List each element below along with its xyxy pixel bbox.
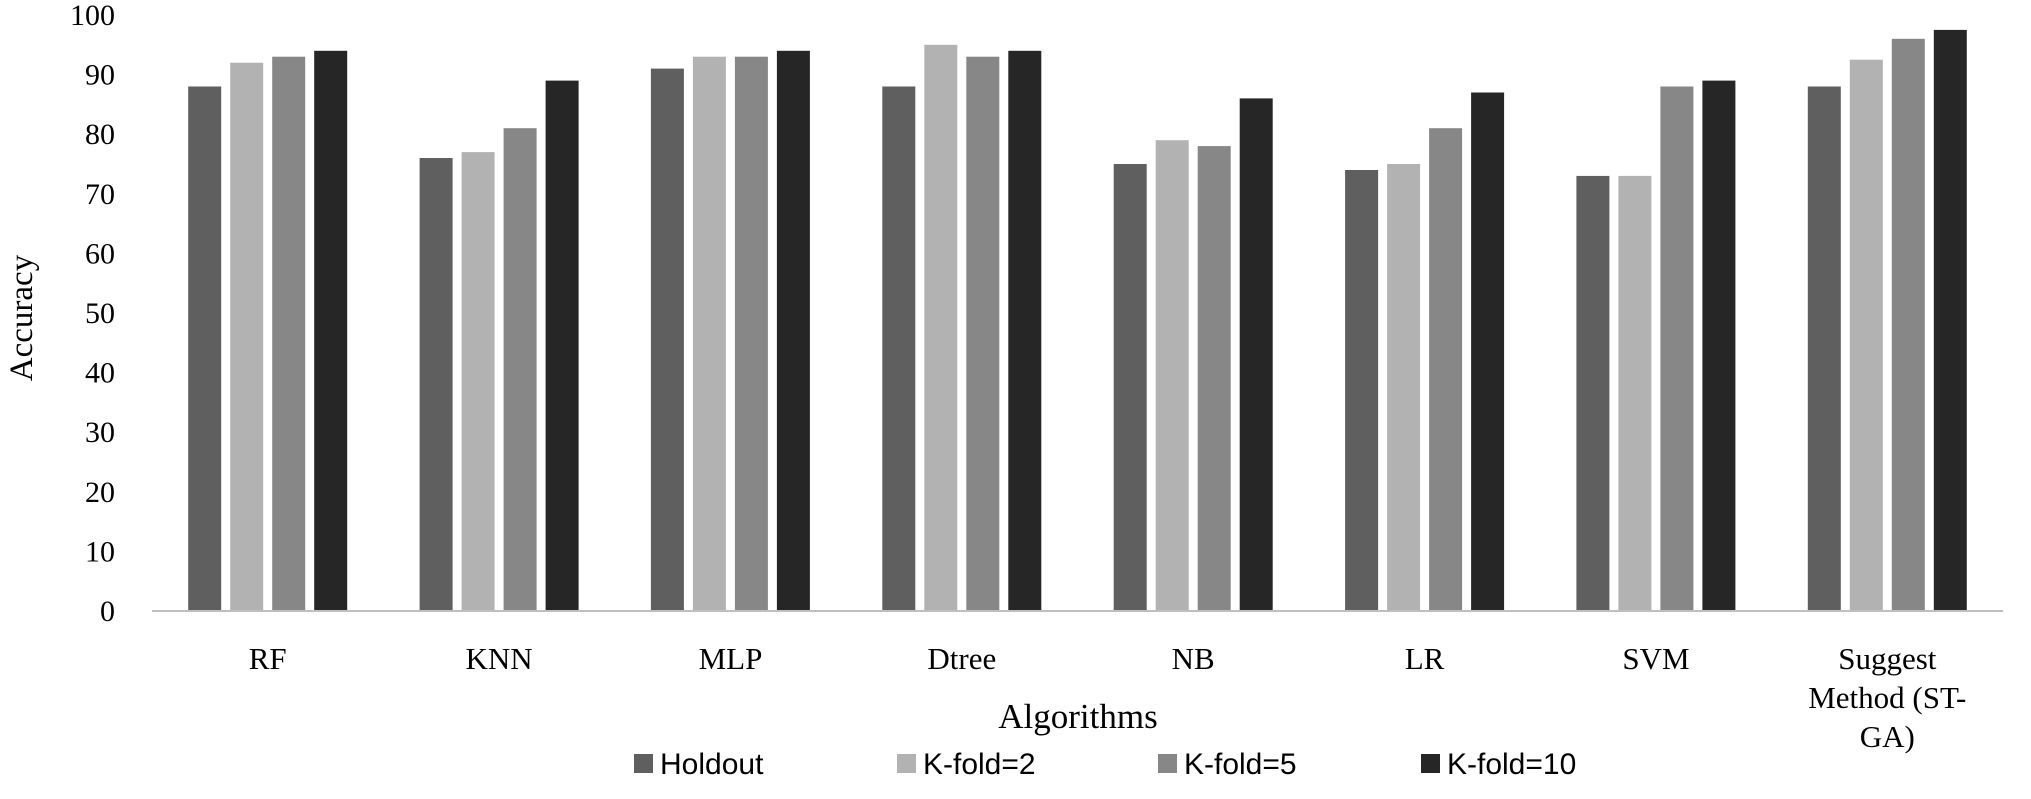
bar	[1387, 164, 1421, 611]
legend-item: K-fold=10	[1421, 748, 1576, 781]
bar	[314, 50, 348, 612]
x-tick-label: NB	[1172, 641, 1215, 676]
y-tick-label: 100	[70, 0, 115, 32]
bar	[230, 62, 264, 611]
bars	[188, 29, 1967, 612]
y-tick-label: 50	[85, 297, 115, 330]
x-axis-title: Algorithms	[998, 697, 1157, 736]
bar	[692, 56, 726, 611]
bar	[734, 56, 768, 611]
bar	[1891, 38, 1925, 612]
bar	[1702, 80, 1736, 612]
x-tick-label: GA)	[1860, 719, 1915, 754]
legend-swatch	[1421, 754, 1440, 773]
x-axis-categories: RF KNN MLP Dtree NB LR SVM Suggest Method (ST- GA…	[249, 641, 1967, 754]
legend-swatch	[634, 754, 653, 773]
bar	[966, 56, 1000, 611]
legend-label: K-fold=5	[1184, 748, 1297, 781]
legend-label: Holdout	[660, 748, 764, 781]
bar	[272, 56, 306, 611]
bar	[1345, 170, 1379, 611]
y-tick-label: 70	[85, 178, 115, 211]
x-tick-label: Dtree	[927, 641, 996, 676]
x-tick-label: Suggest	[1838, 641, 1937, 676]
bar	[545, 80, 579, 612]
y-tick-label: 80	[85, 118, 115, 151]
x-tick-label: MLP	[699, 641, 763, 676]
bar	[1576, 175, 1610, 611]
y-tick-label: 60	[85, 237, 115, 270]
legend-swatch	[1158, 754, 1177, 773]
bar	[650, 68, 684, 612]
legend-item: Holdout	[634, 748, 764, 781]
legend-swatch	[897, 754, 916, 773]
bar	[1618, 175, 1652, 611]
x-tick-label: RF	[249, 641, 287, 676]
bar	[419, 158, 453, 611]
y-tick-label: 0	[100, 595, 115, 628]
y-tick-label: 10	[85, 535, 115, 568]
y-tick-label: 20	[85, 476, 115, 509]
bar	[1197, 146, 1231, 611]
y-tick-label: 90	[85, 59, 115, 92]
legend-item: K-fold=5	[1158, 748, 1297, 781]
legend: Holdout K-fold=2 K-fold=5 K-fold=10	[634, 748, 1576, 781]
y-axis-ticks: 0 10 20 30 40 50 60 70 80 90 100	[70, 0, 115, 628]
x-tick-label: KNN	[465, 641, 532, 676]
bar	[188, 86, 222, 611]
x-tick-label: Method (ST-	[1808, 680, 1966, 715]
y-tick-label: 40	[85, 357, 115, 390]
bar	[1849, 59, 1883, 611]
y-tick-label: 30	[85, 416, 115, 449]
bar	[1429, 128, 1463, 611]
bar	[776, 50, 810, 612]
bar	[1239, 98, 1273, 611]
bar	[924, 44, 958, 612]
bar	[882, 86, 916, 611]
bar	[1008, 50, 1042, 612]
bar	[1471, 92, 1505, 611]
bar	[1933, 29, 1967, 611]
bar	[1155, 140, 1189, 611]
legend-label: K-fold=2	[923, 748, 1036, 781]
legend-label: K-fold=10	[1447, 748, 1576, 781]
bar	[461, 152, 495, 611]
bar	[503, 128, 537, 611]
x-tick-label: SVM	[1622, 641, 1689, 676]
bar	[1660, 86, 1694, 611]
x-tick-label: LR	[1405, 641, 1445, 676]
legend-item: K-fold=2	[897, 748, 1036, 781]
y-axis-title: Accuracy	[4, 254, 40, 381]
bar	[1113, 164, 1147, 611]
bar	[1807, 86, 1841, 611]
